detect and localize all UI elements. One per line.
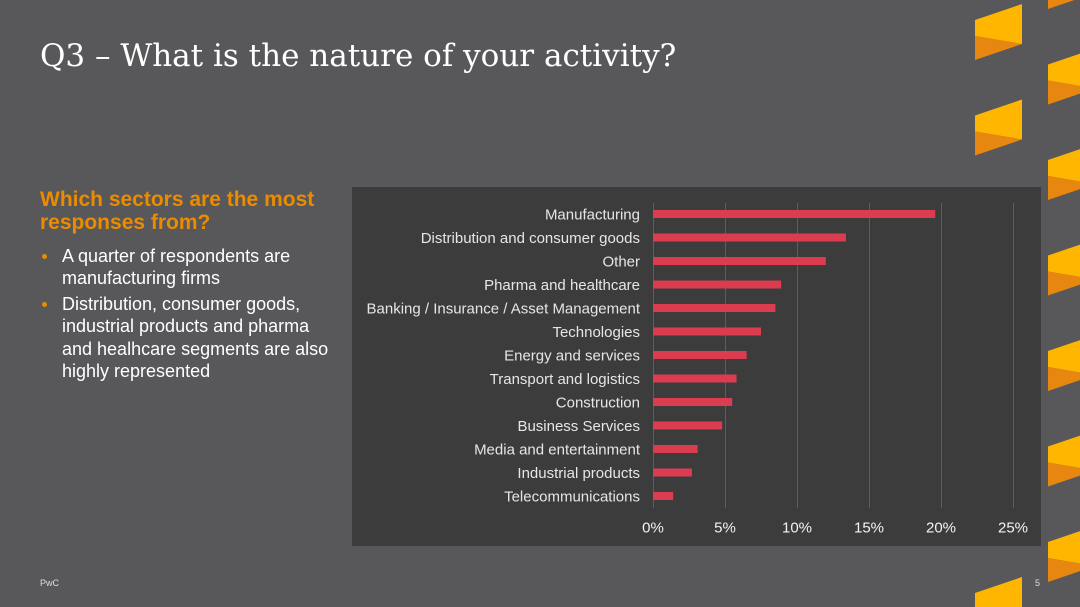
chevron-light-face [1048,531,1080,564]
bullet-dot [42,302,47,307]
page-number: 5 [1035,578,1041,588]
findings-list: A quarter of respondents are manufacturi… [40,245,340,383]
x-tick-label: 10% [782,519,812,536]
chevron-light-face [975,99,1022,140]
bar-pharma-and-healthcare [653,280,782,289]
chevron-light-face [975,577,1022,607]
chevron-dark-face [1048,271,1080,296]
bar-telecommunications [653,492,674,500]
category-label: Other [602,253,640,270]
chevron-shape [975,577,1022,607]
chevron-dark-face [1048,176,1080,200]
bullet-dot [42,254,47,259]
bar-other [653,257,826,265]
slide-title: Q3 – What is the nature of your activity… [40,38,677,74]
bar-banking-insurance-asset-management [653,304,776,312]
x-tick-label: 0% [642,519,664,536]
x-tick-label: 20% [926,519,956,536]
category-label: Energy and services [504,347,640,364]
chevron-light-face [1048,149,1080,182]
chevron-dark-face [1048,367,1080,391]
chevron-shape [1048,149,1080,200]
x-tick-label: 25% [998,519,1028,536]
category-label: Banking / Insurance / Asset Management [367,300,641,317]
bullet-text: A quarter of respondents are manufacturi… [62,245,291,289]
findings-heading: Which sectors are the most responses fro… [40,188,315,234]
chevron-shape [975,99,1022,156]
chevron-shape [975,4,1022,60]
bullet-item: A quarter of respondents are manufacturi… [40,245,336,290]
gridlines [653,203,1014,508]
category-label: Industrial products [517,465,640,482]
chevron-light-face [1048,435,1080,468]
x-axis-ticks: 0% 5% 10% 15% 20% 25% [642,519,1028,536]
x-tick-label: 5% [714,519,736,536]
category-label: Business Services [517,418,640,435]
chevron-light-face [1048,244,1080,277]
x-tick-label: 15% [854,519,884,536]
bar-business-services [653,421,723,430]
bullet-text: Distribution, consumer goods, industrial… [62,293,329,382]
chevron-light-face [1048,340,1080,373]
chevron-shape [1048,244,1080,296]
footer-brand: PwC [40,578,60,588]
category-label: Manufacturing [545,206,640,223]
bar-construction [653,398,733,406]
bar-transport-and-logistics [653,374,737,383]
category-label: Transport and logistics [490,371,640,388]
chevron-dark-face [1048,462,1080,487]
chevron-dark-face [975,131,1022,156]
bar-media-and-entertainment [653,445,698,453]
chevron-shape [1048,435,1080,487]
bar-technologies [653,327,761,336]
category-label: Technologies [552,324,640,341]
chevron-shape [1048,531,1080,582]
chevron-dark-face [1048,558,1080,582]
chevron-light-face [1048,53,1080,86]
chevron-dark-face [1048,0,1075,9]
key-findings-panel: Which sectors are the most responses fro… [40,188,340,386]
chart-panel: Manufacturing Distribution and consumer g… [352,187,1041,546]
chevron-light-face [975,4,1022,44]
bullet-item: Distribution, consumer goods, industrial… [40,293,336,383]
category-label: Pharma and healthcare [484,277,640,294]
category-label: Media and entertainment [474,441,641,458]
bars [653,210,936,500]
bar-distribution-and-consumer-goods [653,233,846,242]
category-label: Construction [556,394,640,411]
bar-industrial-products [653,468,692,477]
chevron-dark-face [1048,80,1080,105]
bar-energy-and-services [653,351,747,359]
bar-manufacturing [653,210,936,218]
category-label: Telecommunications [504,488,640,505]
category-label: Distribution and consumer goods [421,230,640,247]
category-labels: Manufacturing Distribution and consumer g… [367,206,641,505]
chevron-shape [1048,53,1080,105]
chevron-shape [1048,340,1080,391]
chevron-shape [1048,0,1075,9]
sector-bar-chart: Manufacturing Distribution and consumer g… [367,203,1028,536]
chevron-dark-face [975,36,1022,60]
